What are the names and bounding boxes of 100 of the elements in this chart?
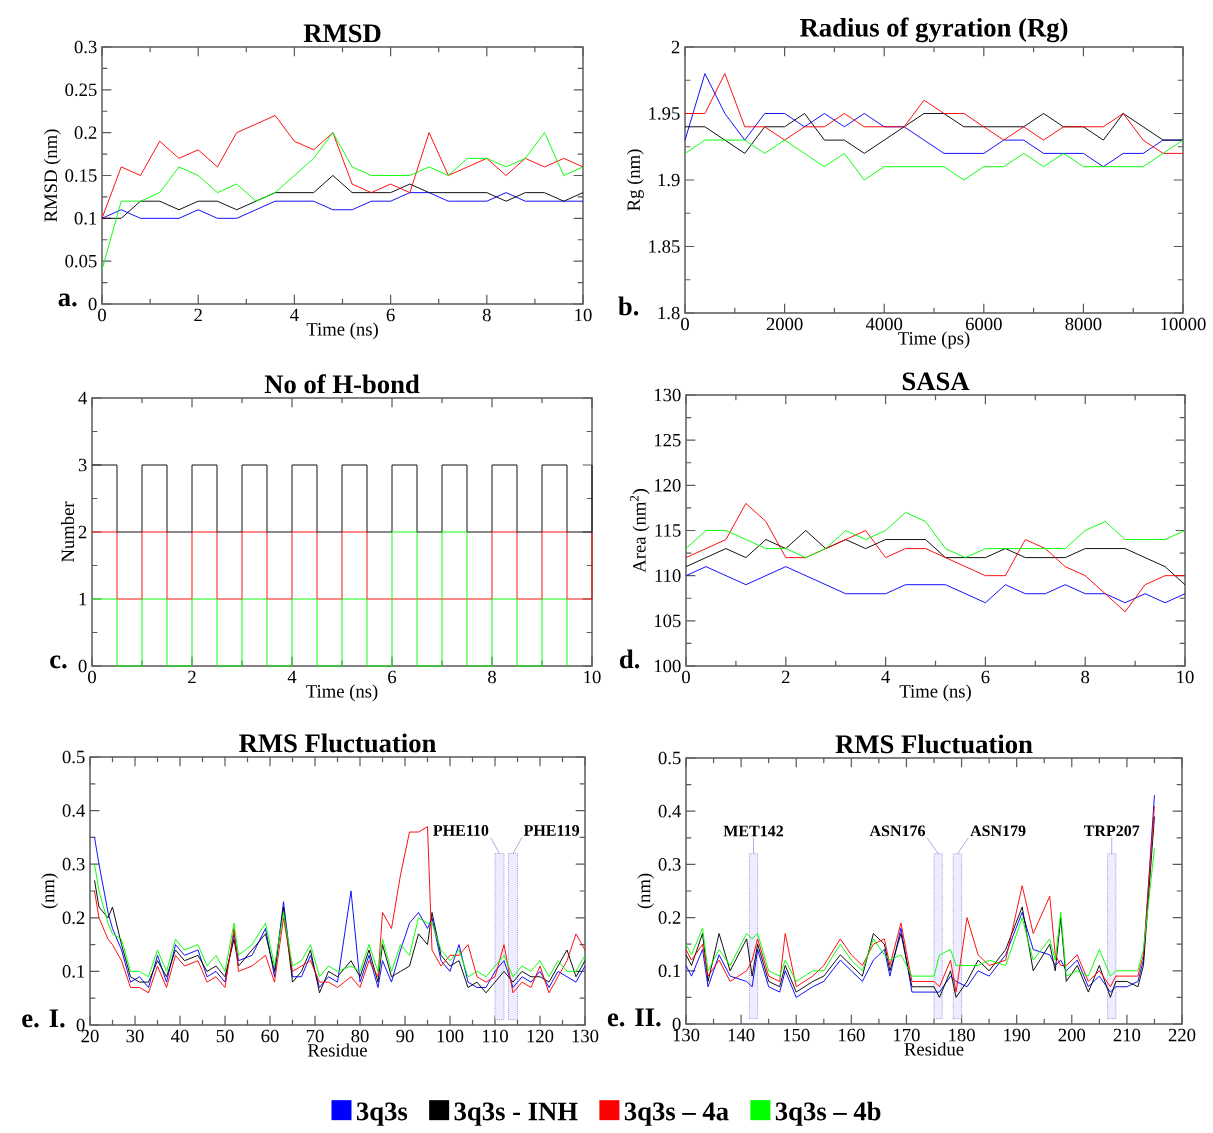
text: c. xyxy=(50,655,67,669)
x-axis-title: Time (ns) xyxy=(899,684,971,702)
y-tick-label: 1.9 xyxy=(658,173,680,187)
y-tick-label: 0.5 xyxy=(658,751,681,765)
x-tick-label: 140 xyxy=(728,1028,755,1042)
band-label: TRP207 xyxy=(1083,825,1140,837)
text: b. xyxy=(618,296,639,316)
y-tick-label: 0 xyxy=(78,659,87,673)
x-tick-label: 110 xyxy=(482,1029,508,1043)
line-series xyxy=(94,863,586,978)
x-tick-label: 0 xyxy=(98,308,106,322)
chart-title: RMS Fluctuation xyxy=(835,734,1033,754)
x-tick-label: 8 xyxy=(488,670,496,684)
y-tick-label: 4 xyxy=(78,391,88,405)
y-tick-label: 1.85 xyxy=(649,240,680,253)
y-tick-label: 0.2 xyxy=(658,911,681,924)
x-tick-label: 4 xyxy=(290,308,299,321)
line-series xyxy=(101,115,584,219)
text: e. II. xyxy=(607,1008,661,1027)
y-tick-label: 0.2 xyxy=(62,911,85,925)
y-axis-title: RMSD (nm) xyxy=(43,129,61,222)
x-tick-label: 2 xyxy=(194,308,202,322)
y-tick-label: 115 xyxy=(655,524,681,537)
y-tick-label: 1.95 xyxy=(649,107,680,120)
x-tick-label: 190 xyxy=(1004,1028,1030,1042)
x-tick-label: 150 xyxy=(783,1028,810,1042)
x-tick-label: 90 xyxy=(396,1029,414,1043)
y-tick-label: 1.8 xyxy=(658,306,680,320)
y-axis-title: Number xyxy=(60,501,75,563)
y-tick-label: 3 xyxy=(78,458,87,472)
chart-title: RMS Fluctuation xyxy=(239,733,436,753)
text: a. xyxy=(58,293,77,307)
text: d. xyxy=(620,649,640,669)
x-tick-label: 8 xyxy=(482,308,491,322)
x-tick-label: 4 xyxy=(287,670,297,683)
legend-label: 3q3s xyxy=(356,1102,408,1126)
x-tick-label: 2000 xyxy=(766,317,803,331)
y-axis-title: (nm) xyxy=(637,873,655,909)
band-label: PHE119 xyxy=(523,825,580,836)
text: e. I. xyxy=(22,1009,65,1028)
y-tick-label: 2 xyxy=(78,525,87,539)
y-axis-title: (nm) xyxy=(41,873,59,909)
y-tick-label: 0.1 xyxy=(74,211,97,225)
y-tick-label: 0.05 xyxy=(65,254,97,268)
band-label: MET142 xyxy=(723,825,784,837)
y-tick-label: 2 xyxy=(671,40,680,54)
x-tick-label: 8 xyxy=(1081,670,1090,684)
x-tick-label: 130 xyxy=(572,1029,599,1043)
band-label: ASN179 xyxy=(970,825,1026,837)
x-tick-label: 80 xyxy=(351,1029,369,1043)
band-label: ASN176 xyxy=(869,825,926,837)
x-tick-label: 10 xyxy=(584,670,601,684)
legend-label: 3q3s – 4b xyxy=(775,1101,881,1126)
x-tick-label: 6 xyxy=(388,670,397,684)
y-tick-label: 125 xyxy=(654,433,681,447)
x-tick-label: 6000 xyxy=(965,317,1002,331)
y-axis-title: Rg (nm) xyxy=(626,149,644,211)
x-tick-label: 50 xyxy=(216,1029,234,1043)
x-tick-label: 4000 xyxy=(865,317,903,331)
x-tick-label: 10000 xyxy=(1161,317,1206,331)
x-tick-label: 200 xyxy=(1058,1028,1086,1042)
y-tick-label: 0.3 xyxy=(62,857,85,871)
x-tick-label: 70 xyxy=(306,1029,324,1043)
x-tick-label: 100 xyxy=(437,1029,464,1043)
y-tick-label: 0.25 xyxy=(65,83,97,97)
chart-title: SASA xyxy=(902,372,970,391)
y-tick-label: 0.1 xyxy=(658,964,681,978)
y-tick-label: 0 xyxy=(88,297,97,311)
x-tick-label: 10 xyxy=(575,308,592,322)
x-tick-label: 10 xyxy=(1177,670,1194,684)
x-tick-label: 6 xyxy=(386,308,395,322)
x-axis-title: Time (ps) xyxy=(898,331,970,349)
legend-label: 3q3s – 4a xyxy=(624,1102,729,1126)
y-tick-label: 0.4 xyxy=(62,804,86,817)
chart-title: Radius of gyration (Rg) xyxy=(800,17,1068,43)
chart-title: No of H-bond xyxy=(264,374,420,394)
x-tick-label: 8000 xyxy=(1065,317,1102,331)
y-tick-label: 110 xyxy=(655,569,681,582)
y-axis-title: Area (nm$^{2}$) xyxy=(629,489,650,573)
chart-title: RMSD xyxy=(303,24,381,43)
x-tick-label: 220 xyxy=(1168,1028,1196,1042)
y-tick-label: 1 xyxy=(79,592,87,606)
x-axis-title: Residue xyxy=(904,1042,964,1056)
y-tick-label: 120 xyxy=(654,479,681,492)
x-tick-label: 6 xyxy=(981,670,990,684)
x-tick-label: 60 xyxy=(261,1029,279,1043)
x-tick-label: 30 xyxy=(126,1029,144,1043)
x-tick-label: 210 xyxy=(1113,1028,1141,1042)
x-tick-label: 180 xyxy=(949,1028,975,1042)
x-axis-title: Time (ns) xyxy=(306,684,378,702)
x-axis-title: Time (ns) xyxy=(306,322,378,340)
y-tick-label: 0.2 xyxy=(74,126,97,140)
y-tick-label: 0.3 xyxy=(658,858,681,871)
x-tick-label: 2 xyxy=(188,670,196,684)
y-tick-label: 0.4 xyxy=(658,804,682,818)
y-tick-label: 105 xyxy=(654,614,681,628)
band-label: PHE110 xyxy=(433,825,489,836)
x-tick-label: 170 xyxy=(894,1028,920,1042)
x-tick-label: 160 xyxy=(838,1028,865,1042)
x-axis-title: Residue xyxy=(307,1043,367,1057)
